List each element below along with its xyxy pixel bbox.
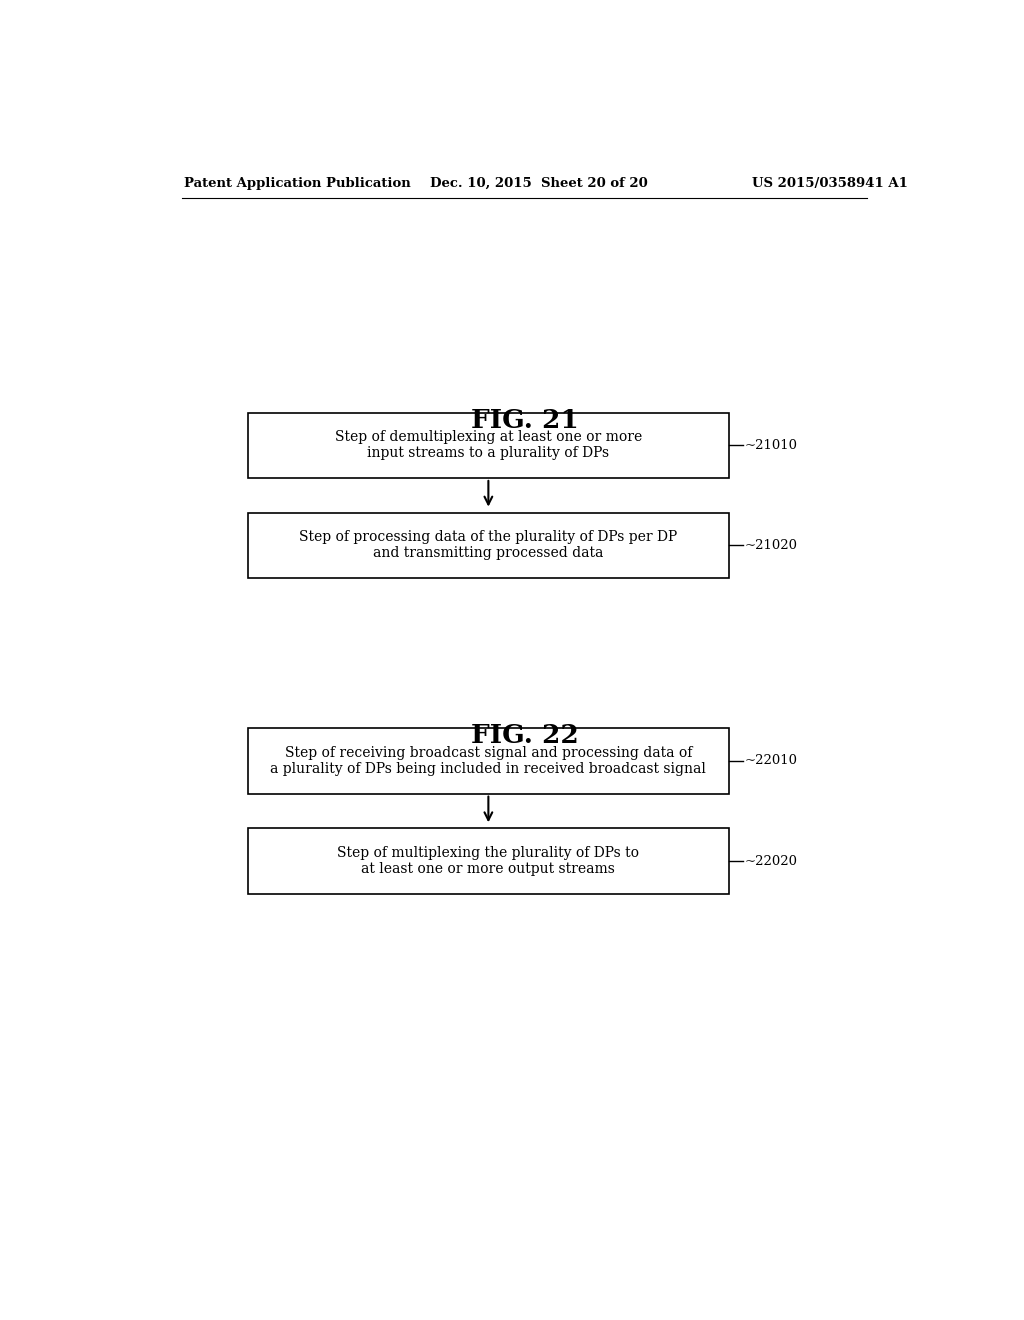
FancyBboxPatch shape: [248, 413, 729, 478]
Text: Step of multiplexing the plurality of DPs to
at least one or more output streams: Step of multiplexing the plurality of DP…: [337, 846, 639, 876]
Text: Step of processing data of the plurality of DPs per DP
and transmitting processe: Step of processing data of the plurality…: [299, 531, 678, 561]
Text: Step of demultiplexing at least one or more
input streams to a plurality of DPs: Step of demultiplexing at least one or m…: [335, 430, 642, 461]
Text: ~21010: ~21010: [744, 438, 797, 451]
Text: FIG. 21: FIG. 21: [471, 408, 579, 433]
Text: ~22020: ~22020: [744, 854, 797, 867]
Text: FIG. 22: FIG. 22: [471, 723, 579, 748]
Text: Dec. 10, 2015  Sheet 20 of 20: Dec. 10, 2015 Sheet 20 of 20: [430, 177, 648, 190]
Text: ~22010: ~22010: [744, 755, 797, 767]
FancyBboxPatch shape: [248, 512, 729, 578]
Text: US 2015/0358941 A1: US 2015/0358941 A1: [752, 177, 907, 190]
Text: Patent Application Publication: Patent Application Publication: [183, 177, 411, 190]
FancyBboxPatch shape: [248, 729, 729, 793]
Text: Step of receiving broadcast signal and processing data of
a plurality of DPs bei: Step of receiving broadcast signal and p…: [270, 746, 707, 776]
FancyBboxPatch shape: [248, 829, 729, 894]
Text: ~21020: ~21020: [744, 539, 797, 552]
